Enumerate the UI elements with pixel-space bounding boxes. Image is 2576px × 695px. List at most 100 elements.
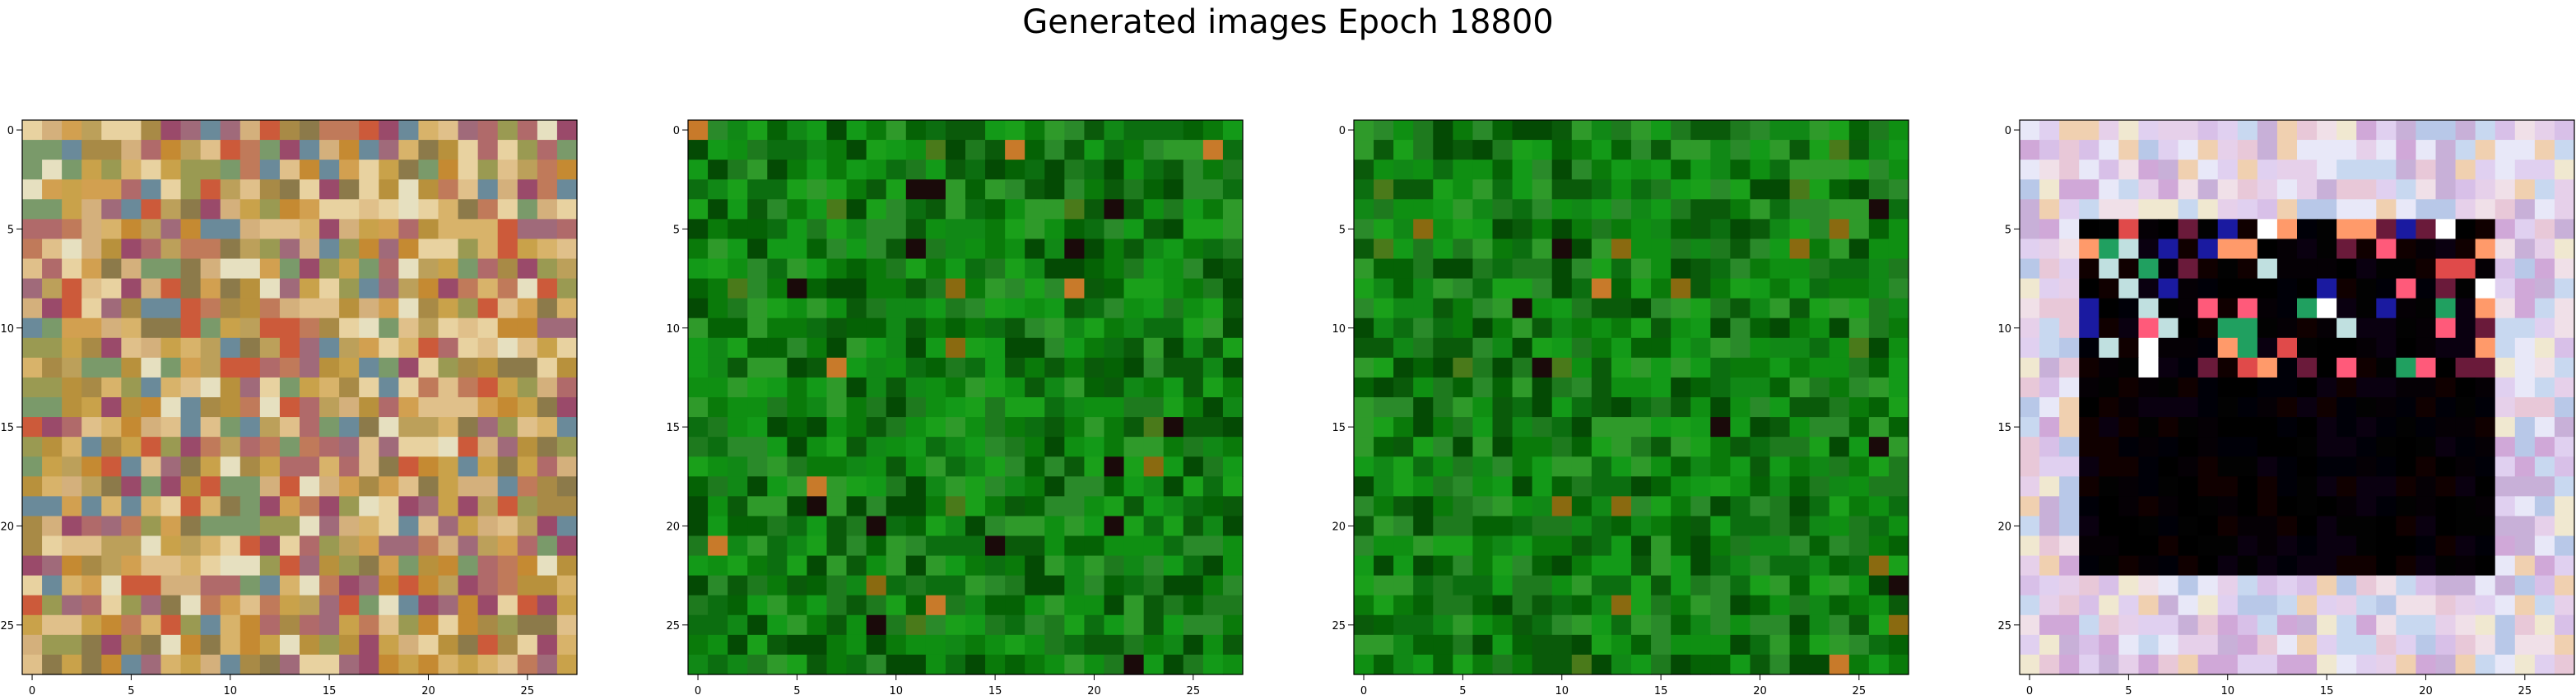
pixel [220,377,241,398]
pixel [1025,456,1045,477]
pixel [1571,278,1593,299]
pixel [1492,595,1514,616]
pixel [1671,317,1691,339]
pixel [2099,634,2119,656]
pixel [1163,298,1184,319]
pixel [1789,397,1811,418]
pixel [1690,654,1711,675]
pixel [728,654,748,675]
pixel [807,654,828,675]
pixel [418,575,439,596]
pixel [1084,337,1105,359]
pixel [1163,397,1184,418]
pixel [2396,417,2417,438]
pixel [1104,456,1125,477]
pixel [1690,634,1711,656]
pixel [1472,160,1494,180]
pixel [1750,476,1771,497]
pixel [2356,437,2377,457]
pixel [398,397,420,418]
pixel [1374,654,1394,675]
pixel [925,140,946,160]
pixel [2534,476,2555,497]
pixel [2158,634,2179,656]
pixel [1591,496,1612,517]
pixel [1631,535,1652,557]
pixel [2197,219,2219,240]
pixel [1393,357,1414,378]
pixel [1789,575,1811,596]
pixel [1222,317,1244,339]
pixel [985,476,1006,497]
pixel [497,456,518,477]
pixel [747,634,768,656]
pixel [1868,377,1890,398]
pixel [1005,357,1025,378]
pixel [1690,397,1711,418]
pixel [688,317,709,339]
pixel [2020,317,2040,339]
pixel [2079,140,2099,160]
pixel [517,634,538,656]
pixel [1393,417,1414,438]
pixel [398,654,420,675]
pixel [1591,239,1612,260]
pixel [1671,160,1691,180]
pixel [497,179,518,200]
pixel [497,535,518,557]
pixel [688,179,709,200]
pixel [1769,239,1791,260]
pixel [517,654,538,675]
pixel [180,179,202,200]
pixel [1374,417,1394,438]
pixel [886,595,907,616]
pixel [2217,120,2239,141]
pixel [2534,496,2555,517]
pixel [886,575,907,596]
pixel [2217,377,2239,398]
pixel [2376,219,2397,240]
pixel [1433,258,1453,280]
pixel [1631,614,1652,636]
pixel [2337,417,2357,438]
pixel [2396,437,2417,457]
pixel [1064,337,1086,359]
pixel [2534,160,2555,180]
pixel [1789,239,1811,260]
pixel [556,179,578,200]
pixel [379,298,399,319]
pixel [2158,437,2179,457]
pixel [1202,239,1224,260]
pixel [2495,476,2516,497]
pixel [1571,120,1593,141]
pixel [42,516,63,537]
pixel [141,258,162,280]
pixel [1690,614,1711,636]
pixel [1512,377,1533,398]
pixel [1084,278,1105,299]
pixel [1631,654,1652,675]
pixel [1829,179,1850,200]
pixel [1591,634,1612,656]
pixel [1222,595,1244,616]
pixel [259,437,281,457]
pixel [2178,337,2199,359]
pixel [2337,634,2357,656]
pixel [767,417,788,438]
pixel [2020,337,2040,359]
pixel [1005,456,1025,477]
pixel [2178,417,2199,438]
pixel [1671,555,1691,577]
pixel [945,120,966,141]
pixel [1413,278,1434,299]
pixel [2356,456,2377,477]
pixel [1631,278,1652,299]
pixel [1690,575,1711,596]
pixel [1492,337,1514,359]
pixel [1044,456,1065,477]
pixel [1123,496,1145,517]
y-tick-label: 25 [0,620,14,632]
pixel [1512,476,1533,497]
pixel [2237,258,2258,280]
pixel [359,535,379,557]
